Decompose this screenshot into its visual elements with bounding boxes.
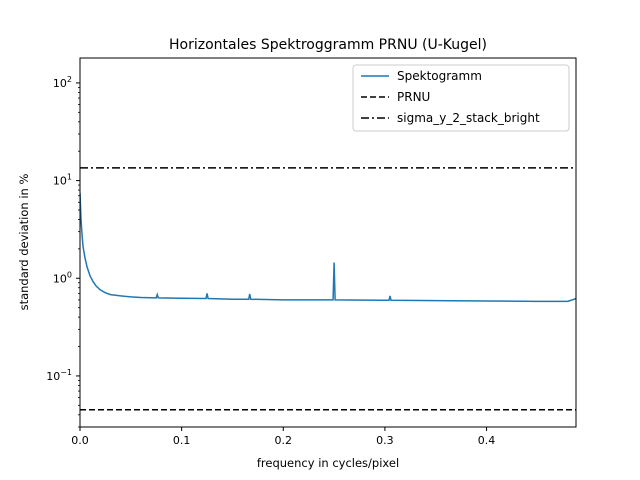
x-axis-label: frequency in cycles/pixel (257, 456, 399, 470)
y-tick-label: 100 (53, 270, 72, 285)
x-tick-label: 0.0 (71, 434, 89, 447)
x-tick-label: 0.4 (478, 434, 496, 447)
legend-label-2: sigma_y_2_stack_bright (397, 111, 540, 125)
chart-title: Horizontales Spektroggramm PRNU (U-Kugel… (169, 37, 487, 53)
legend-label-0: Spektogramm (397, 69, 482, 83)
x-tick-label: 0.3 (376, 434, 394, 447)
legend-box (352, 64, 570, 132)
y-tick-label: 10−1 (46, 368, 72, 383)
series-layer (80, 167, 576, 411)
x-tick-label: 0.1 (173, 434, 191, 447)
x-axis: 0.0 0.1 0.2 0.3 0.4 (71, 427, 495, 447)
y-tick-label: 102 (53, 75, 72, 90)
legend-label-1: PRNU (397, 90, 430, 104)
x-tick-label: 0.2 (275, 434, 293, 447)
series-line-0 (80, 192, 576, 303)
legend: Spektogramm PRNU sigma_y_2_stack_bright (352, 64, 570, 132)
y-tick-label: 101 (53, 173, 72, 188)
plot-frame (79, 57, 577, 428)
y-axis: 10−1 100 101 102 (46, 75, 80, 428)
y-axis-label: standard deviation in % (17, 174, 31, 311)
